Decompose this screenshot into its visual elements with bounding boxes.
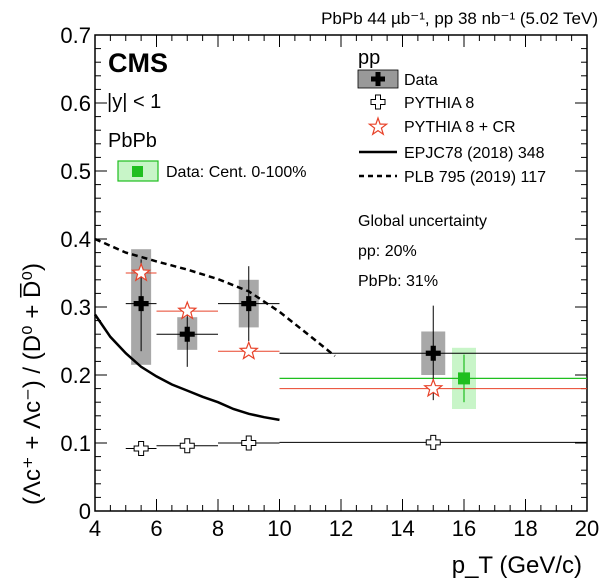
y-tick-label: 0.3 [60,295,91,320]
pp-legend-title: pp [358,47,380,69]
legend-data-label: Data [404,72,438,89]
x-tick-label: 10 [267,516,291,541]
pbpb-legend-title: PbPb [108,130,157,152]
plot-marks [93,237,587,456]
global-uncertainty-title: Global uncertainty [358,213,487,230]
y-tick-label: 0.6 [60,91,91,116]
legend-pythia8-marker [370,94,386,110]
epjc-curve [93,313,280,422]
y-tick-label: 0.2 [60,363,91,388]
legend-pbpb-marker [132,166,143,177]
x-tick-label: 4 [89,516,101,541]
x-axis-label: p_T (GeV/c) [452,552,582,579]
legend-pythia8cr-marker [367,116,389,136]
x-tick-label: 6 [150,516,162,541]
pp-data-point [425,345,441,361]
pbpb-data-point [458,372,470,385]
legend-pythia8cr-label: PYTHIA 8 + CR [404,119,516,136]
y-tick-label: 0.1 [60,431,91,456]
y-tick-label: 0.7 [60,23,91,48]
pp-data-point [241,296,257,312]
plb-curve [94,237,336,357]
axis-tick-labels: 4 6 8 10 12 14 16 18 20 0 0.1 0.2 0.3 0.4 0.5 0.6 0.7 [60,23,599,541]
pythia8cr-point [130,262,152,282]
legend-pythia8-label: PYTHIA 8 [404,95,474,112]
experiment-label: CMS [108,48,168,78]
legend-data-marker [371,72,385,86]
pp-data-point [179,326,195,342]
x-tick-label: 20 [575,516,599,541]
pythia8cr-point [423,377,444,398]
legend-pbpb-label: Data: Cent. 0-100% [166,164,307,181]
global-uncertainty-pp: pp: 20% [358,243,417,260]
pythia8cr-point [177,300,198,320]
legend-epjc-label: EPJC78 (2018) 348 [404,145,545,162]
pythia8-point [425,434,441,450]
x-tick-label: 8 [212,516,224,541]
rapidity-label: |y| < 1 [107,91,161,113]
y-axis-label: (Λc⁺ + Λc⁻) / (D⁰ + D̅⁰) [19,263,46,505]
x-tick-label: 14 [390,516,414,541]
x-tick-label: 18 [513,516,537,541]
x-tick-label: 12 [329,516,353,541]
x-tick-label: 16 [452,516,476,541]
pythia8-point [133,440,149,456]
pp-data-point [133,296,149,312]
y-tick-label: 0.5 [60,159,91,184]
chart-header: PbPb 44 µb⁻¹, pp 38 nb⁻¹ (5.02 TeV) [321,9,598,28]
y-tick-label: 0 [79,499,91,524]
global-uncertainty-pbpb: PbPb: 31% [358,273,438,290]
axis-ticks [94,34,588,512]
pythia8-point [241,435,257,451]
pythia8cr-point [238,340,259,360]
pythia8-point [179,438,195,454]
y-tick-label: 0.4 [60,227,91,252]
legend-plb-label: PLB 795 (2019) 117 [404,169,546,186]
plot-frame [94,34,588,512]
